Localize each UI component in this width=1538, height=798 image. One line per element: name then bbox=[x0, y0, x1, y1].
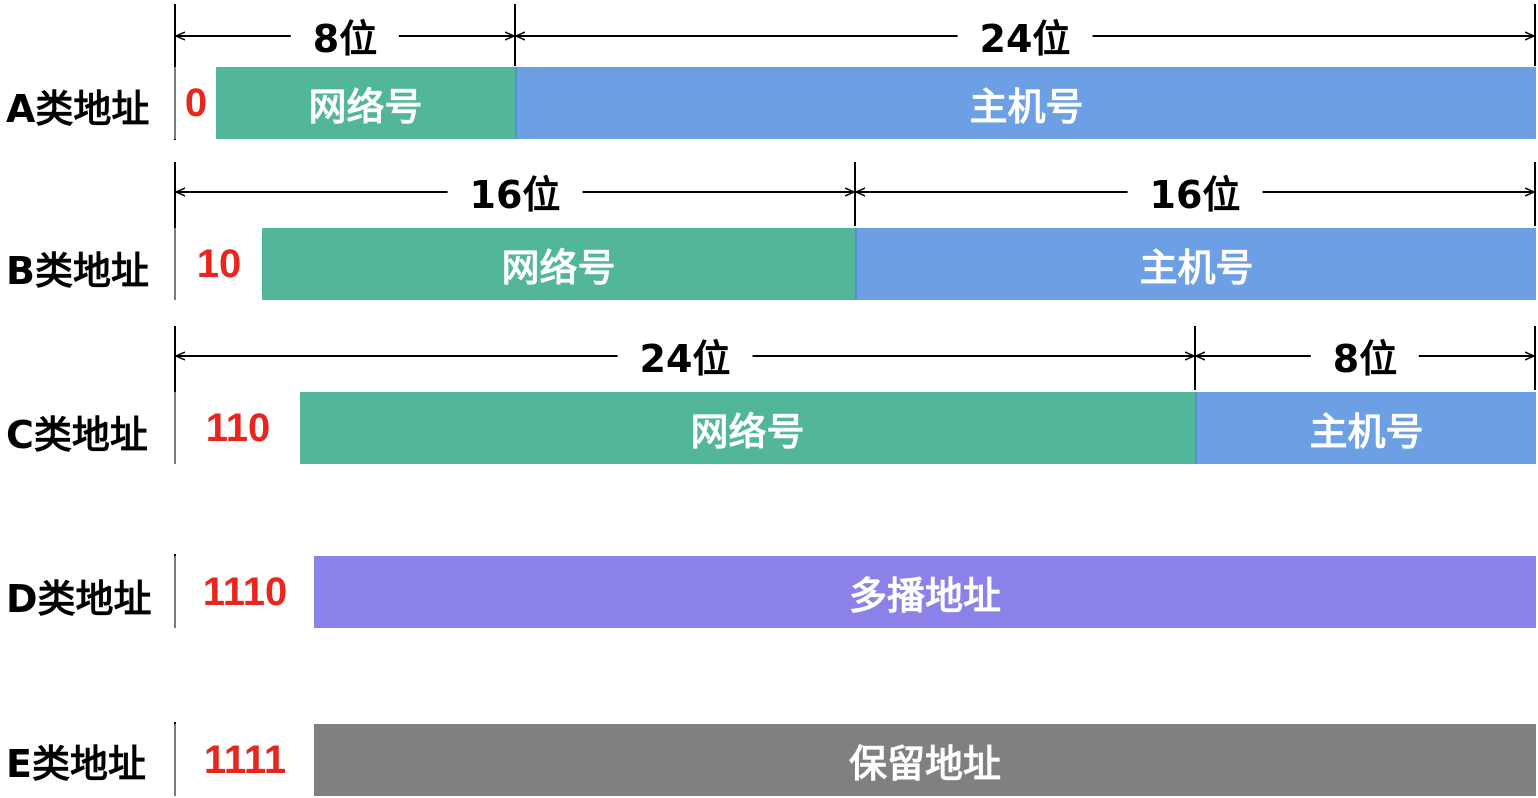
class-b-bar: 10 网络号 主机号 bbox=[174, 228, 1536, 300]
row-label-b: B类地址 bbox=[6, 249, 149, 293]
dim-label-b-net: 16位 bbox=[447, 176, 583, 214]
class-b-network-segment: 网络号 bbox=[262, 228, 855, 300]
class-d-bar: 1110 多播地址 bbox=[174, 556, 1536, 628]
dim-label-c-net: 24位 bbox=[617, 340, 753, 378]
row-label-a: A类地址 bbox=[6, 87, 150, 131]
class-e-reserved-segment: 保留地址 bbox=[314, 724, 1536, 796]
class-c-network-segment: 网络号 bbox=[300, 392, 1195, 464]
class-e-bar: 1111 保留地址 bbox=[174, 724, 1536, 796]
class-d-prefix: 1110 bbox=[174, 556, 314, 628]
class-c-host-segment: 主机号 bbox=[1195, 392, 1536, 464]
row-label-c: C类地址 bbox=[6, 413, 148, 457]
class-d-multicast-segment: 多播地址 bbox=[314, 556, 1536, 628]
dim-label-c-host: 8位 bbox=[1310, 340, 1420, 378]
class-e-prefix: 1111 bbox=[174, 724, 314, 796]
class-a-bar: 0 网络号 主机号 bbox=[174, 67, 1536, 139]
dim-label-b-host: 16位 bbox=[1127, 176, 1263, 214]
class-c-prefix: 110 bbox=[174, 392, 300, 464]
class-a-network-segment: 网络号 bbox=[216, 67, 515, 139]
dim-label-a-net: 8位 bbox=[290, 20, 400, 58]
row-label-e: E类地址 bbox=[6, 742, 146, 786]
class-b-prefix: 10 bbox=[174, 228, 262, 300]
dim-label-a-host: 24位 bbox=[957, 20, 1093, 58]
class-a-host-segment: 主机号 bbox=[515, 67, 1536, 139]
class-a-prefix: 0 bbox=[174, 67, 216, 139]
row-label-d: D类地址 bbox=[6, 577, 152, 621]
class-c-bar: 110 网络号 主机号 bbox=[174, 392, 1536, 464]
class-b-host-segment: 主机号 bbox=[855, 228, 1536, 300]
